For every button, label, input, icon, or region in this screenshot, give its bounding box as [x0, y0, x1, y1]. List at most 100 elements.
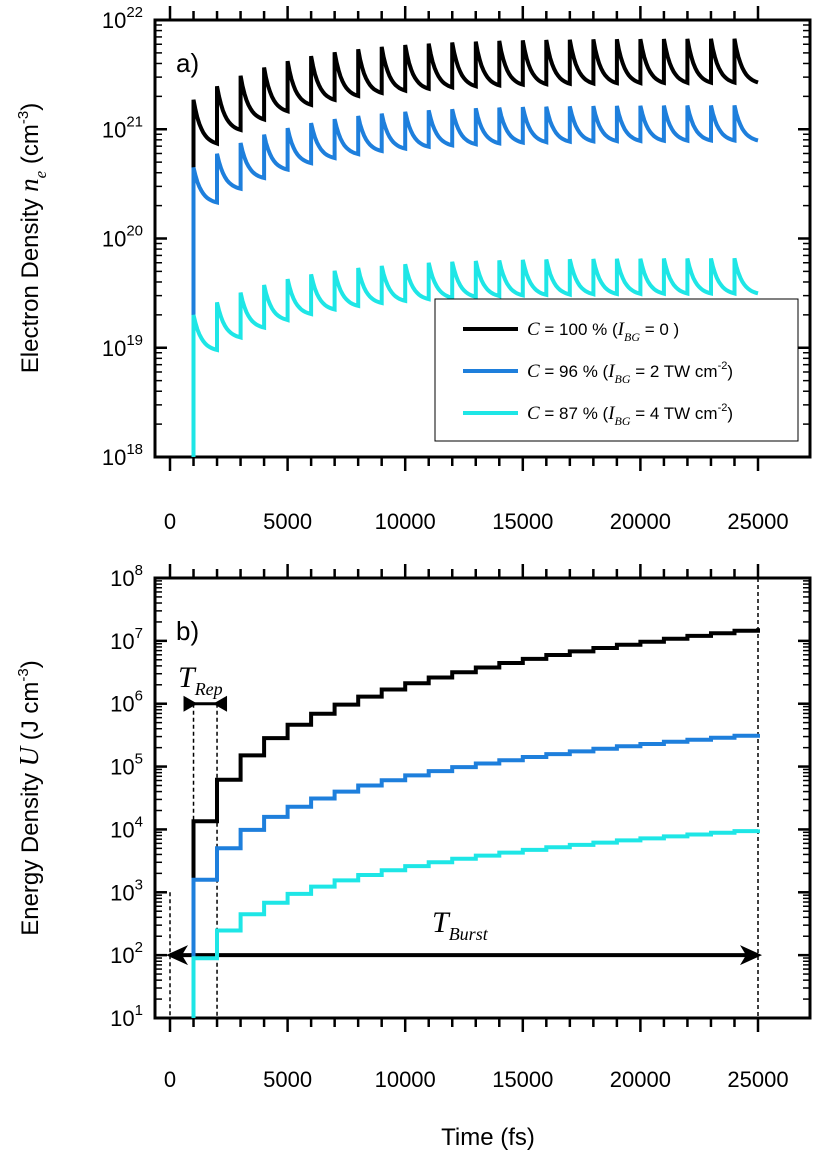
y-tick-exp: 18	[126, 441, 143, 458]
axis-ticks-b: 0 5000 10000 15000 20000 25000101102103104105…	[110, 562, 810, 1092]
series-line-2	[191, 829, 760, 1018]
series-line-0	[191, 38, 759, 457]
y-tick-label: 102	[110, 939, 143, 968]
t-burst-arrowhead-right	[740, 945, 762, 966]
legend-label-2: C = 87 % (IBG = 4 TW cm-2)	[527, 402, 733, 428]
t-rep-arrowhead-right	[213, 695, 228, 712]
y-tick-base: 10	[110, 755, 134, 780]
x-tick-label: 5000	[263, 1067, 312, 1092]
ylabel-b-prefix: Energy Density	[17, 766, 44, 935]
x-tick-label: 25000	[727, 509, 788, 534]
t-rep-sub: Rep	[194, 679, 223, 699]
legend-text-part: BG	[624, 330, 640, 344]
y-tick-base: 10	[110, 692, 134, 717]
t-burst-sub: Burst	[449, 924, 489, 944]
ylabel-a-symbol: n	[14, 178, 44, 192]
y-tick-base: 10	[110, 817, 134, 842]
legend-label-1: C = 96 % (IBG = 2 TW cm-2)	[527, 360, 733, 386]
t-rep-label: TRep	[178, 661, 223, 699]
legend-text-part: I	[607, 361, 616, 382]
series-line-1	[191, 733, 760, 1018]
legend-text-part: -2	[718, 402, 728, 414]
y-tick-label: 1019	[102, 332, 143, 361]
y-tick-base: 10	[102, 336, 126, 361]
y-tick-label: 1021	[102, 113, 143, 142]
y-tick-base: 10	[110, 943, 134, 968]
x-tick-label: 10000	[375, 1067, 436, 1092]
xlabel: Time (fs)	[441, 1124, 535, 1151]
legend-text-part: BG	[615, 372, 631, 386]
ylabel-b-symbol: U	[14, 745, 44, 766]
panel-a-electron-density: 0 5000 10000 15000 20000 25000101810191020102…	[14, 4, 812, 534]
y-tick-exp: 5	[135, 751, 143, 768]
y-tick-base: 10	[110, 629, 134, 654]
ylabel-a: Electron Density ne (cm-3)	[14, 103, 50, 373]
y-tick-exp: 21	[126, 113, 143, 130]
t-burst-arrowhead-left	[166, 945, 188, 966]
y-tick-label: 101	[110, 1002, 143, 1031]
ylabel-a-unit: (cm	[17, 124, 44, 171]
series-line-2	[191, 257, 759, 457]
y-tick-exp: 8	[135, 562, 143, 579]
y-tick-exp: 7	[135, 625, 143, 642]
y-tick-exp: 1	[135, 1002, 143, 1019]
series-lines-b	[191, 628, 760, 1018]
x-tick-label: 0	[164, 1067, 176, 1092]
t-burst-label: TBurst	[432, 906, 489, 944]
series-lines-a	[191, 38, 759, 457]
ylabel-b-close: )	[17, 660, 44, 668]
x-tick-label: 15000	[492, 509, 553, 534]
legend-text-part: BG	[615, 414, 631, 428]
y-tick-exp: 19	[126, 332, 143, 349]
y-tick-exp: 20	[126, 223, 143, 240]
y-tick-exp: 4	[135, 813, 143, 830]
y-tick-exp: 6	[135, 688, 143, 705]
legend: C = 100 % (IBG = 0 )C = 96 % (IBG = 2 TW…	[434, 298, 799, 442]
y-tick-label: 103	[110, 876, 143, 905]
plot-frame-b	[153, 576, 812, 1020]
y-tick-label: 1018	[102, 441, 143, 470]
series-line-0	[191, 628, 760, 1018]
legend-text-part: = 87 % (	[540, 404, 609, 423]
y-tick-base: 10	[102, 445, 126, 470]
t-rep-arrowhead-left	[183, 695, 198, 712]
y-tick-label: 105	[110, 751, 143, 780]
ylabel-b-unit-exp: -3	[15, 668, 32, 681]
ylabel-b: Energy Density U (J cm-3)	[14, 660, 44, 936]
x-tick-label: 20000	[610, 509, 671, 534]
y-tick-base: 10	[110, 566, 134, 591]
ylabel-a-prefix: Electron Density	[17, 192, 44, 373]
legend-text-part: = 96 % (	[540, 362, 609, 381]
x-tick-label: 25000	[727, 1067, 788, 1092]
t-burst-symbol: T	[432, 906, 451, 939]
axis-ticks-a: 0 5000 10000 15000 20000 25000101810191020102…	[102, 4, 810, 534]
y-tick-label: 1020	[102, 223, 143, 252]
y-tick-base: 10	[102, 8, 126, 33]
legend-text-part: C	[527, 361, 540, 382]
legend-text-part: I	[617, 319, 626, 340]
x-tick-label: 5000	[263, 509, 312, 534]
x-tick-label: 10000	[375, 509, 436, 534]
y-tick-base: 10	[110, 1006, 134, 1031]
legend-text-part: = 2 TW cm	[631, 362, 718, 381]
legend-text-part: )	[727, 404, 733, 423]
ylabel-a-close: )	[17, 103, 44, 111]
panel-b-energy-density: 0 5000 10000 15000 20000 25000101102103104105…	[14, 562, 812, 1151]
y-tick-exp: 2	[135, 939, 143, 956]
ylabel-a-unit-exp: -3	[15, 111, 32, 124]
legend-text-part: = 100 % (	[540, 320, 618, 339]
panel-label-a: a)	[176, 48, 199, 78]
legend-text-part: I	[607, 403, 616, 424]
series-line-1	[191, 104, 759, 457]
y-tick-exp: 22	[126, 4, 143, 21]
legend-text-part: C	[527, 403, 540, 424]
annotations-b	[166, 578, 762, 1018]
y-tick-label: 104	[110, 813, 143, 842]
x-tick-label: 15000	[492, 1067, 553, 1092]
legend-text-part: )	[727, 362, 733, 381]
panel-label-b: b)	[176, 616, 199, 646]
ylabel-a-sub: e	[31, 170, 50, 178]
legend-label-0: C = 100 % (IBG = 0 )	[527, 319, 679, 344]
y-tick-exp: 3	[135, 876, 143, 893]
